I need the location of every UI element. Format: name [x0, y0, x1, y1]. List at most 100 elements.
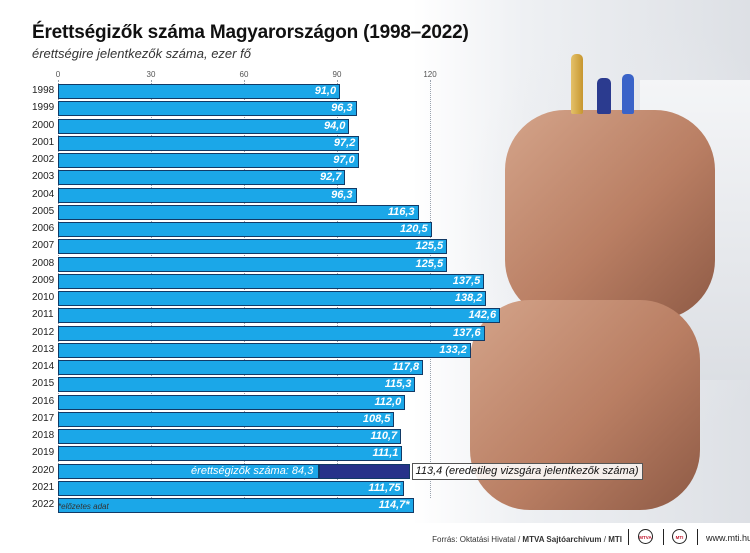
- y-tick-label: 2012: [32, 326, 55, 338]
- x-tick-label: 30: [146, 70, 156, 79]
- y-tick-label: 2010: [32, 292, 55, 303]
- website-link[interactable]: www.mti.hu: [706, 533, 750, 543]
- bar-data-label: 137,6: [453, 326, 481, 339]
- gridline: [430, 80, 431, 498]
- bar-data-label: 115,3: [384, 378, 412, 391]
- bar: [58, 463, 320, 479]
- y-tick-label: 1999: [32, 102, 55, 114]
- y-tick-label: 2018: [32, 430, 55, 441]
- bar-data-label: 91,0: [314, 85, 337, 97]
- y-tick-label: 1998: [32, 85, 55, 96]
- separator: [697, 529, 698, 545]
- bar: [58, 291, 487, 306]
- bar-data-label: 94,0: [323, 119, 346, 132]
- bar-data-label: 96,3: [331, 188, 353, 201]
- bar: [58, 377, 416, 393]
- y-tick-label: 2021: [32, 481, 55, 493]
- bar-data-label: 112,0: [374, 395, 402, 408]
- bar: [58, 153, 359, 168]
- bar: [58, 170, 346, 186]
- bar: [58, 308, 501, 324]
- pencil-icon: [571, 54, 583, 114]
- bar-data-label: 108,5: [362, 412, 391, 425]
- bar-data-label: 125,5: [415, 257, 444, 270]
- y-tick-label: 2005: [32, 205, 55, 217]
- y-tick-label: 2009: [32, 274, 55, 286]
- bar-data-label: 116,3: [387, 205, 415, 218]
- bar-data-label: 110,7: [370, 430, 398, 442]
- bar: [58, 342, 471, 358]
- y-tick-label: 2019: [32, 447, 55, 459]
- bar-data-label: 97,2: [333, 136, 356, 149]
- bar: [58, 394, 406, 410]
- gridline: [244, 80, 245, 498]
- bar: [58, 239, 448, 255]
- pen-icon: [597, 78, 611, 114]
- y-tick-label: 2017: [32, 412, 55, 424]
- x-tick-label: 120: [423, 70, 437, 79]
- upper-fist: [505, 110, 715, 320]
- graduates-data-label: érettségizők száma: 84,3: [191, 464, 314, 477]
- separator: [628, 529, 629, 545]
- x-tick-label: 0: [55, 70, 61, 79]
- footer: [0, 523, 750, 553]
- bar-data-label: 96,3: [331, 102, 353, 115]
- bar-data-label: 97,0: [333, 154, 355, 166]
- bar: [58, 101, 357, 117]
- applicants-data-label: 113,4 (eredetileg vizsgára jelentkezők s…: [411, 462, 643, 480]
- bar-data-label: 142,6: [468, 309, 497, 322]
- gridline: [151, 80, 152, 498]
- y-tick-label: 2002: [32, 154, 55, 165]
- chart-title: Érettségizők száma Magyarországon (1998–…: [32, 22, 469, 43]
- y-tick-label: 2020: [32, 464, 55, 476]
- y-tick-label: 2004: [32, 188, 55, 200]
- y-tick-label: 2007: [32, 240, 55, 252]
- bar-data-label: 120,5: [400, 223, 428, 235]
- bar: [58, 222, 432, 237]
- gridline: [58, 80, 59, 498]
- bar: [58, 411, 395, 427]
- bar: [58, 429, 402, 444]
- applicants-bar: [319, 463, 410, 479]
- pen-icon: [622, 74, 634, 114]
- source-prefix: Forrás: Oktatási Hivatal /: [432, 535, 523, 544]
- footnote: *előzetes adat: [58, 502, 109, 511]
- bar-data-label: 114,7*: [378, 499, 410, 511]
- bar-data-label: 125,5: [415, 240, 444, 253]
- bar-data-label: 138,2: [454, 292, 483, 304]
- bar: [58, 446, 403, 462]
- bar: [58, 480, 405, 496]
- separator: [663, 529, 664, 545]
- y-tick-label: 2000: [32, 119, 55, 131]
- y-tick-label: 2016: [32, 395, 55, 407]
- bar-data-label: 117,8: [392, 361, 420, 373]
- bar: [58, 187, 357, 203]
- bar: [58, 118, 350, 134]
- source-agency: MTI: [608, 535, 622, 544]
- bar-data-label: 111,1: [372, 447, 399, 460]
- bar: [58, 135, 360, 151]
- y-tick-label: 2015: [32, 378, 55, 390]
- y-tick-label: 2006: [32, 223, 55, 234]
- gridline: [337, 80, 338, 498]
- x-tick-label: 90: [332, 70, 342, 79]
- y-tick-label: 2001: [32, 136, 55, 148]
- x-tick-label: 60: [239, 70, 249, 79]
- mtva-logo-icon: MTVA: [638, 529, 653, 544]
- bar-data-label: 137,5: [452, 274, 481, 287]
- bar: [58, 256, 448, 272]
- source-line: Forrás: Oktatási Hivatal / MTVA Sajtóarc…: [432, 535, 622, 544]
- mti-logo-icon: MTI: [672, 529, 687, 544]
- y-tick-label: 2022: [32, 499, 55, 510]
- y-tick-label: 2003: [32, 171, 55, 183]
- y-tick-label: 2008: [32, 257, 55, 269]
- bar-data-label: 92,7: [319, 171, 342, 184]
- source-separator: /: [601, 535, 609, 544]
- y-tick-label: 2011: [32, 309, 54, 321]
- bar: [58, 325, 485, 341]
- bar-data-label: 111,75: [368, 481, 401, 494]
- bar: [58, 204, 419, 220]
- bar-data-label: 133,2: [439, 343, 467, 356]
- bar: [58, 84, 341, 99]
